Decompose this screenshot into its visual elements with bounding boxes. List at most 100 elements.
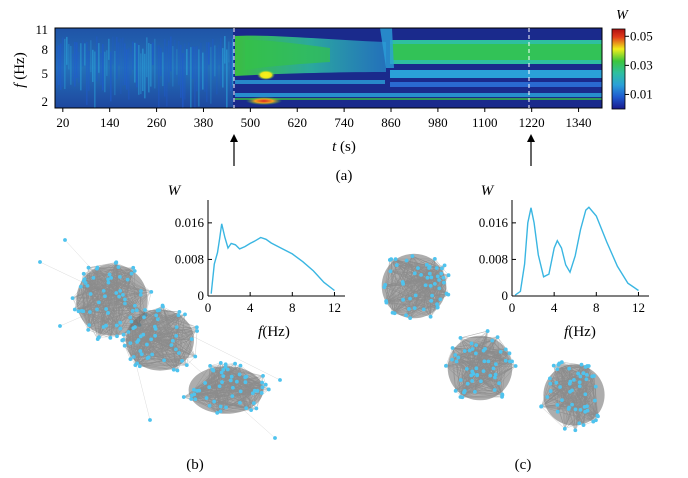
network-node	[453, 388, 458, 393]
network-node	[229, 374, 234, 379]
network-node	[114, 291, 119, 295]
x-tick-label: 1340	[566, 115, 592, 130]
network-node	[458, 378, 463, 382]
network-node	[471, 371, 476, 376]
network-node	[503, 347, 508, 352]
network-node	[497, 381, 501, 386]
network-node	[204, 396, 209, 400]
network-node	[427, 271, 432, 276]
network-node	[118, 289, 123, 293]
network-node	[221, 367, 226, 372]
caption-b: (b)	[186, 457, 204, 473]
y-axis-label: f (Hz)	[12, 52, 28, 87]
network-node	[139, 289, 143, 294]
network-node	[118, 274, 122, 279]
network-node	[485, 329, 490, 333]
network-node	[425, 275, 430, 280]
network-node	[181, 395, 186, 399]
network-node	[421, 307, 426, 312]
network-node	[137, 364, 142, 369]
network-node	[238, 400, 242, 405]
network-node	[462, 388, 467, 393]
network-node	[108, 335, 113, 340]
network-node	[559, 360, 564, 365]
network-node	[244, 374, 249, 379]
x-tick-label: 260	[147, 115, 167, 130]
y-tick-label: 5	[42, 66, 49, 81]
network-node	[208, 364, 213, 368]
network-node	[76, 309, 81, 314]
network-c-cluster	[444, 329, 518, 401]
network-node	[95, 266, 99, 271]
network-node	[437, 278, 441, 282]
network-node	[273, 436, 277, 440]
x-axis-label: t (s)	[332, 139, 356, 155]
network-node	[493, 375, 497, 380]
network-node	[581, 423, 586, 428]
network-node	[474, 366, 479, 371]
network-node	[555, 402, 560, 407]
network-node	[254, 406, 259, 411]
network-node	[86, 265, 91, 270]
network-node	[464, 367, 469, 371]
x-tick-label: 1220	[519, 115, 545, 130]
network-node	[128, 341, 133, 346]
network-node	[456, 355, 461, 360]
network-node	[562, 426, 567, 431]
network-node	[228, 378, 233, 383]
network-node	[220, 380, 224, 384]
network-node	[218, 361, 223, 365]
network-node	[192, 392, 197, 397]
network-node	[548, 389, 553, 393]
network-node	[177, 351, 181, 355]
network-node	[123, 297, 127, 302]
inset-x-tick-label: 0	[205, 300, 212, 315]
network-node	[584, 372, 589, 377]
network-node	[412, 306, 417, 311]
network-node	[488, 373, 493, 378]
network-node	[189, 397, 194, 401]
network-node	[450, 346, 455, 350]
network-node	[203, 381, 208, 385]
network-node	[131, 265, 136, 270]
network-node	[91, 275, 96, 280]
network-node	[388, 269, 393, 274]
network-node	[393, 257, 398, 262]
network-node	[162, 358, 167, 363]
network-node	[104, 323, 108, 328]
network-node	[122, 343, 127, 348]
network-node	[548, 381, 553, 386]
arrow-500	[230, 134, 238, 166]
network-node	[150, 352, 155, 357]
network-node	[219, 370, 224, 375]
network-node	[446, 273, 451, 278]
network-node	[221, 374, 226, 378]
network-node	[548, 376, 552, 381]
network-node	[577, 380, 582, 385]
inset-b-x-label: f(Hz)	[258, 324, 290, 340]
network-node	[138, 349, 143, 353]
network-node	[83, 281, 88, 285]
network-node	[555, 367, 560, 372]
network-node	[143, 308, 147, 312]
spectrum-line	[210, 223, 335, 294]
network-node	[237, 372, 242, 377]
colorbar-title: W	[616, 8, 629, 23]
network-node	[473, 351, 478, 356]
network-node	[593, 384, 598, 389]
network-node	[439, 271, 444, 276]
network-node	[230, 385, 235, 390]
inset-x-tick-label: 12	[328, 300, 341, 315]
network-b-outliers	[38, 238, 282, 440]
network-node	[410, 254, 415, 259]
network-node	[412, 271, 417, 276]
network-node	[572, 377, 576, 382]
network-node	[128, 315, 133, 320]
network-node	[252, 388, 257, 393]
network-b-lobe	[120, 303, 199, 373]
heatmap-image	[55, 28, 602, 108]
network-node	[121, 332, 126, 337]
network-node	[408, 296, 412, 301]
network-node	[104, 307, 109, 311]
